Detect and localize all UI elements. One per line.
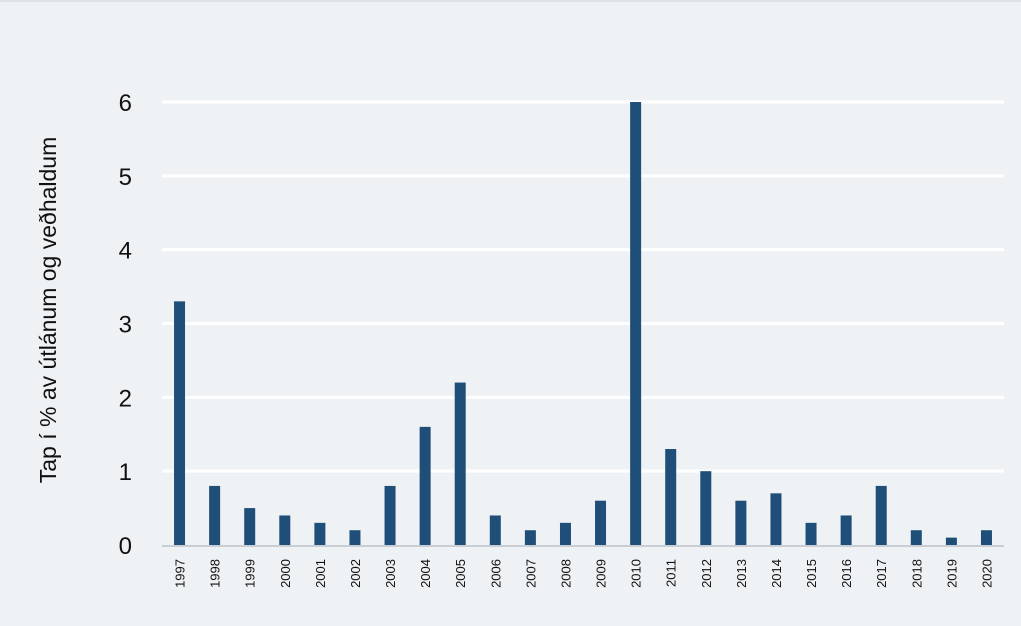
x-tick-label: 2002 bbox=[348, 559, 363, 588]
bar-2017 bbox=[875, 485, 887, 545]
y-axis-ticks: 0 1 2 3 4 5 6 bbox=[119, 90, 132, 560]
top-divider bbox=[0, 0, 1021, 2]
bar-2020 bbox=[980, 530, 992, 545]
x-tick-label: 1997 bbox=[173, 559, 188, 588]
bar-2007 bbox=[524, 530, 536, 545]
x-axis-ticks: 1997 1998 1999 2000 2001 2002 2003 2004 2005 2006… bbox=[173, 559, 995, 588]
x-tick-label: 2020 bbox=[979, 559, 994, 588]
y-tick-label: 4 bbox=[119, 238, 132, 265]
y-tick-label: 6 bbox=[119, 90, 132, 117]
bar-2005 bbox=[454, 382, 466, 545]
bar-2018 bbox=[910, 530, 922, 545]
y-tick-label: 0 bbox=[119, 533, 132, 560]
x-tick-label: 2019 bbox=[944, 559, 959, 588]
bar-1998 bbox=[209, 485, 221, 545]
x-tick-label: 2010 bbox=[629, 559, 644, 588]
x-tick-label: 2015 bbox=[804, 559, 819, 588]
y-tick-label: 3 bbox=[119, 312, 132, 339]
x-tick-label: 2014 bbox=[769, 559, 784, 588]
bar-2001 bbox=[314, 522, 326, 545]
x-tick-label: 2008 bbox=[558, 559, 573, 588]
bar-2016 bbox=[840, 515, 852, 545]
bar-2002 bbox=[349, 530, 361, 545]
x-tick-label: 1999 bbox=[243, 559, 258, 588]
bar-2008 bbox=[559, 522, 571, 545]
x-tick-label: 2004 bbox=[418, 559, 433, 588]
y-tick-label: 2 bbox=[119, 385, 132, 412]
gridlines bbox=[162, 100, 1004, 473]
x-tick-label: 2013 bbox=[734, 559, 749, 588]
x-tick-label: 2017 bbox=[874, 559, 889, 588]
y-tick-label: 5 bbox=[119, 164, 132, 191]
bar-2019 bbox=[945, 537, 957, 545]
bar-2004 bbox=[419, 426, 431, 545]
bar-2014 bbox=[770, 493, 782, 545]
bar-2006 bbox=[489, 515, 501, 545]
bar-2015 bbox=[805, 522, 817, 545]
x-tick-label: 2007 bbox=[523, 559, 538, 588]
bar-2010 bbox=[630, 102, 642, 545]
x-tick-label: 2012 bbox=[699, 559, 714, 588]
y-tick-label: 1 bbox=[119, 459, 132, 486]
bar-2000 bbox=[279, 515, 291, 545]
x-tick-label: 2011 bbox=[664, 559, 679, 587]
x-tick-label: 2009 bbox=[594, 559, 609, 588]
bar-1999 bbox=[244, 508, 256, 545]
bar-2003 bbox=[384, 485, 396, 545]
bar-2009 bbox=[595, 500, 607, 545]
x-tick-label: 2016 bbox=[839, 559, 854, 588]
bar-2013 bbox=[735, 500, 747, 545]
bar-1997 bbox=[174, 301, 186, 545]
x-tick-label: 2003 bbox=[383, 559, 398, 588]
x-tick-label: 2000 bbox=[278, 559, 293, 588]
x-tick-label: 2006 bbox=[488, 559, 503, 588]
x-tick-label: 2018 bbox=[909, 559, 924, 588]
y-axis-label: Tap í % av útlánum og veðhaldum bbox=[35, 137, 61, 483]
x-tick-label: 2001 bbox=[313, 559, 328, 588]
bar-2011 bbox=[665, 449, 677, 545]
bar-2012 bbox=[700, 471, 712, 545]
x-tick-label: 2005 bbox=[453, 559, 468, 588]
bars bbox=[174, 102, 992, 545]
x-tick-label: 1998 bbox=[208, 559, 223, 588]
